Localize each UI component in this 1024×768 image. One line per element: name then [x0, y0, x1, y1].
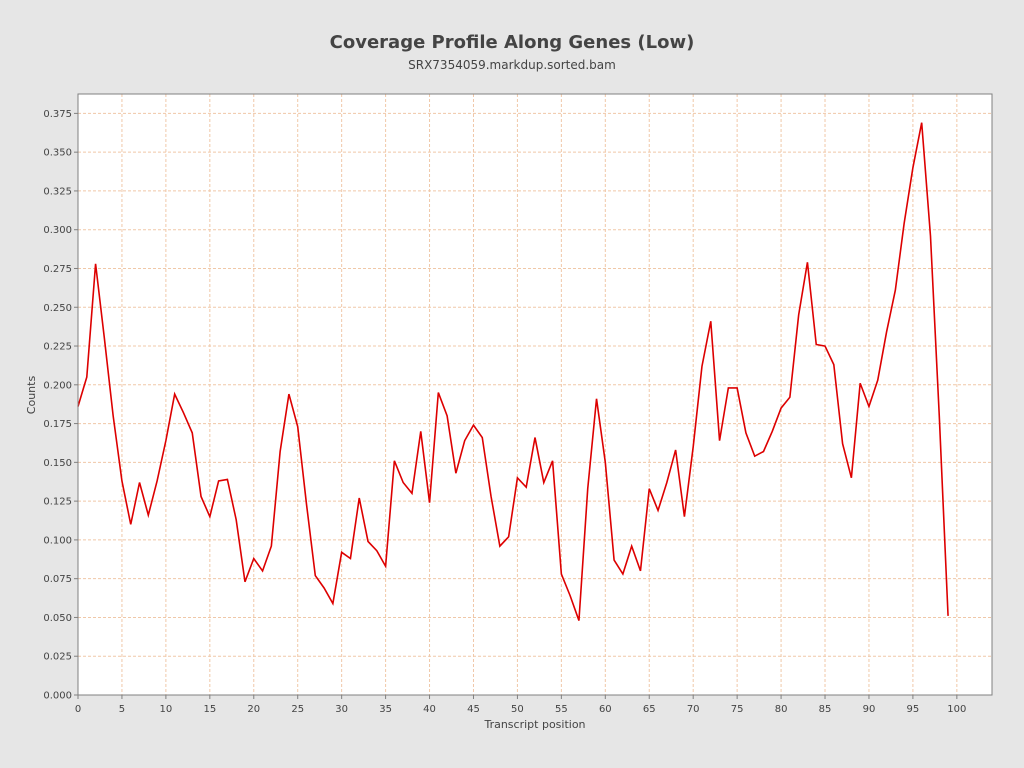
grid-lines	[78, 94, 992, 695]
y-tick-label: 0.175	[43, 419, 72, 430]
y-tick-label: 0.075	[43, 574, 72, 585]
x-tick-label: 55	[555, 704, 568, 715]
y-axis: 0.000 0.025 0.050 0.075 0.100 0.125 0.150 0.175…	[43, 109, 78, 702]
plot-area	[78, 94, 992, 695]
y-tick-label: 0.300	[43, 225, 72, 236]
y-tick-label: 0.000	[43, 691, 72, 702]
x-tick-label: 45	[467, 704, 480, 715]
x-tick-label: 10	[160, 704, 173, 715]
y-tick-label: 0.275	[43, 264, 72, 275]
y-tick-label: 0.150	[43, 458, 72, 469]
y-tick-label: 0.250	[43, 303, 72, 314]
x-axis-label: Transcript position	[483, 718, 585, 731]
coverage-line	[77, 122, 949, 621]
y-tick-label: 0.050	[43, 613, 72, 624]
y-tick-label: 0.225	[43, 342, 72, 353]
y-axis-label: Counts	[25, 376, 38, 415]
x-axis: 0 5 10 15 20 25 30 35 40 45 50 55 60 65 70 75 80 85 90 95 10…	[75, 695, 966, 715]
y-tick-label: 0.375	[43, 109, 72, 120]
y-tick-label: 0.125	[43, 497, 72, 508]
y-tick-label: 0.100	[43, 535, 72, 546]
x-tick-label: 40	[423, 704, 436, 715]
chart-title: Coverage Profile Along Genes (Low)	[330, 32, 695, 53]
x-tick-label: 75	[731, 704, 744, 715]
data-series	[77, 122, 949, 621]
x-tick-label: 30	[335, 704, 348, 715]
y-tick-label: 0.350	[43, 148, 72, 159]
chart-subtitle: SRX7354059.markdup.sorted.bam	[408, 58, 616, 72]
x-tick-label: 20	[247, 704, 260, 715]
x-tick-label: 0	[75, 704, 81, 715]
x-tick-label: 85	[819, 704, 832, 715]
x-tick-label: 60	[599, 704, 612, 715]
x-tick-label: 35	[379, 704, 392, 715]
y-tick-label: 0.325	[43, 186, 72, 197]
x-tick-label: 70	[687, 704, 700, 715]
x-tick-label: 90	[863, 704, 876, 715]
x-tick-label: 25	[291, 704, 304, 715]
y-tick-label: 0.200	[43, 380, 72, 391]
y-tick-label: 0.025	[43, 652, 72, 663]
x-tick-label: 50	[511, 704, 524, 715]
x-tick-label: 95	[907, 704, 920, 715]
x-tick-label: 15	[203, 704, 216, 715]
x-tick-label: 100	[947, 704, 966, 715]
x-tick-label: 80	[775, 704, 788, 715]
plot-frame	[77, 93, 993, 696]
x-tick-label: 5	[119, 704, 125, 715]
x-tick-label: 65	[643, 704, 656, 715]
